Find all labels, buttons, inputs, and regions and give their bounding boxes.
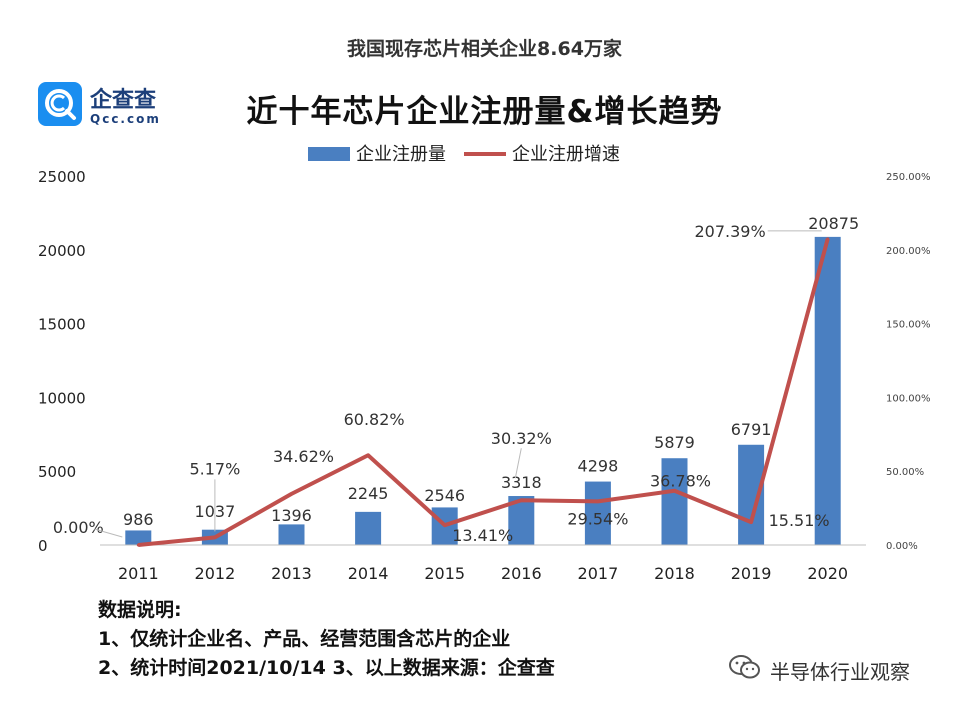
bar-value-label: 2245 xyxy=(348,484,389,503)
left-axis: 0 5000 10000 15000 20000 25000 xyxy=(38,168,86,555)
bar-2017 xyxy=(584,481,611,545)
label-leader-line xyxy=(514,448,522,479)
x-tick-label: 2017 xyxy=(578,564,619,583)
growth-point-2018 xyxy=(673,489,676,493)
line-series xyxy=(136,237,830,547)
growth-value-label: 5.17% xyxy=(189,459,240,478)
right-tick-label: 200.00% xyxy=(886,246,931,257)
growth-value-label: 30.32% xyxy=(491,429,552,448)
growth-point-2011 xyxy=(136,543,140,547)
bar-2013 xyxy=(278,524,305,545)
label-leader-line xyxy=(94,528,123,538)
growth-point-2019 xyxy=(749,520,753,524)
bar-2018 xyxy=(661,458,688,545)
bar-value-label: 2546 xyxy=(424,486,465,505)
bar-2011 xyxy=(125,530,152,545)
x-axis: 2011 2012 2013 2014 2015 2016 2017 2018 2019 2020 xyxy=(118,564,848,583)
bar-value-label: 6791 xyxy=(731,420,772,439)
qcc-domain: Qcc.com xyxy=(90,112,161,126)
bar-series xyxy=(125,236,841,545)
data-notes: 数据说明: 1、仅统计企业名、产品、经营范围含芯片的企业 2、统计时间2021/… xyxy=(98,596,555,683)
bar-value-label: 1396 xyxy=(271,506,312,525)
bar-2020 xyxy=(814,236,841,545)
left-tick-label: 25000 xyxy=(38,168,86,186)
bar-value-label: 5879 xyxy=(654,433,695,452)
left-tick-label: 15000 xyxy=(38,316,86,334)
x-tick-label: 2012 xyxy=(195,564,236,583)
left-tick-label: 20000 xyxy=(38,242,86,260)
right-tick-label: 50.00% xyxy=(886,467,924,478)
wechat-account-name: 半导体行业观察 xyxy=(770,660,910,684)
x-tick-label: 2014 xyxy=(348,564,389,583)
main-title: 近十年芯片企业注册量&增长趋势 xyxy=(246,94,723,130)
growth-point-2017 xyxy=(596,499,600,503)
right-tick-label: 150.00% xyxy=(886,320,931,331)
growth-value-label: 29.54% xyxy=(567,509,628,528)
growth-point-2020 xyxy=(826,237,830,241)
notes-heading: 数据说明: xyxy=(98,599,182,621)
bar-value-label: 4298 xyxy=(578,457,619,476)
growth-value-label: 60.82% xyxy=(344,410,405,429)
wechat-icon xyxy=(728,654,762,680)
growth-value-label: 13.41% xyxy=(452,526,513,545)
growth-point-2014 xyxy=(366,453,370,457)
left-tick-label: 10000 xyxy=(38,389,86,407)
right-tick-label: 100.00% xyxy=(886,393,931,404)
growth-point-2016 xyxy=(519,498,523,502)
right-axis: 0.00% 50.00% 100.00% 150.00% 200.00% 250.00% xyxy=(886,172,931,552)
notes-line-1: 1、仅统计企业名、产品、经营范围含芯片的企业 xyxy=(98,628,511,650)
bar-value-label: 20875 xyxy=(808,214,859,233)
top-title: 我国现存芯片相关企业8.64万家 xyxy=(347,38,622,60)
legend-line-label: 企业注册增速 xyxy=(512,144,620,165)
growth-line xyxy=(138,238,830,547)
bar-value-label: 986 xyxy=(123,510,154,529)
x-tick-label: 2016 xyxy=(501,564,542,583)
bar-2014 xyxy=(355,511,382,545)
growth-point-2013 xyxy=(290,492,293,496)
x-tick-label: 2013 xyxy=(271,564,312,583)
growth-value-label: 34.62% xyxy=(273,447,334,466)
legend: 企业注册量 企业注册增速 xyxy=(308,144,620,165)
growth-value-label: 207.39% xyxy=(695,222,766,241)
growth-value-label: 15.51% xyxy=(769,511,830,530)
bar-value-label: 3318 xyxy=(501,473,542,492)
right-tick-label: 250.00% xyxy=(886,172,931,183)
x-tick-label: 2011 xyxy=(118,564,159,583)
left-tick-label: 5000 xyxy=(38,463,76,481)
x-tick-label: 2020 xyxy=(807,564,848,583)
legend-bar-label: 企业注册量 xyxy=(356,144,446,165)
x-tick-label: 2015 xyxy=(424,564,465,583)
qcc-logo: 企查查 Qcc.com xyxy=(38,82,178,134)
x-tick-label: 2018 xyxy=(654,564,695,583)
growth-value-label: 36.78% xyxy=(650,472,711,491)
right-tick-label: 0.00% xyxy=(886,541,918,552)
qcc-brand: 企查查 xyxy=(90,88,157,113)
growth-point-2012 xyxy=(213,535,217,539)
growth-value-label: 0.00% xyxy=(53,518,104,537)
notes-line-2: 2、统计时间2021/10/14 3、以上数据来源：企查查 xyxy=(98,657,555,679)
x-tick-label: 2019 xyxy=(731,564,772,583)
line-value-labels: 0.00% 5.17% 34.62% 60.82% 13.41% 30.32% 29.54%… xyxy=(53,222,830,545)
combo-chart: 企业注册量 企业注册增速 0 5000 10000 15000 20000 25000 0… xyxy=(38,144,931,583)
left-tick-label: 0 xyxy=(38,537,48,555)
legend-bar-swatch xyxy=(308,147,350,161)
growth-point-2015 xyxy=(443,523,447,527)
qcc-logo-icon xyxy=(38,82,82,126)
